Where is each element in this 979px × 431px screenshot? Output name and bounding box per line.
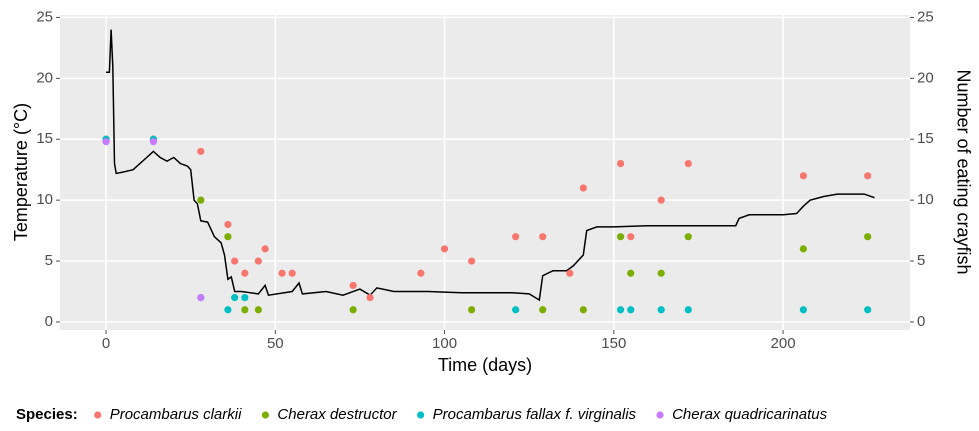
point bbox=[657, 196, 665, 204]
point bbox=[149, 138, 158, 146]
y2-tick-label: 10 bbox=[917, 191, 934, 208]
point bbox=[102, 138, 110, 146]
point bbox=[539, 233, 547, 241]
legend-title: Species: bbox=[16, 406, 78, 423]
y-tick-label: 10 bbox=[36, 191, 53, 208]
point bbox=[616, 233, 625, 241]
point bbox=[254, 306, 262, 314]
point bbox=[684, 233, 692, 241]
point bbox=[627, 306, 635, 314]
point bbox=[197, 293, 205, 302]
y2-axis-label: Number of eating crayfish bbox=[953, 69, 973, 274]
point bbox=[579, 306, 587, 314]
y-axis-label: Temperature (°C) bbox=[11, 103, 31, 241]
point bbox=[254, 257, 262, 265]
y-tick-label: 5 bbox=[45, 252, 53, 269]
point bbox=[349, 281, 357, 290]
y-tick-label: 25 bbox=[36, 8, 53, 25]
y2-tick-label: 25 bbox=[917, 8, 934, 25]
point bbox=[616, 306, 625, 314]
y2-tick-label: 5 bbox=[917, 252, 925, 269]
x-tick-label: 200 bbox=[771, 335, 796, 352]
plot-background bbox=[60, 15, 910, 330]
point bbox=[468, 306, 476, 314]
x-axis-label: Time (days) bbox=[438, 355, 532, 375]
point bbox=[684, 306, 692, 314]
legend-label: Procambarus fallax f. virginalis bbox=[433, 406, 637, 423]
legend-swatch bbox=[417, 411, 425, 419]
point bbox=[231, 293, 239, 302]
legend-label: Procambarus clarkii bbox=[110, 406, 242, 423]
point bbox=[579, 184, 587, 192]
point bbox=[864, 172, 872, 180]
y-tick-label: 15 bbox=[36, 130, 53, 147]
point bbox=[657, 306, 665, 314]
legend-swatch bbox=[261, 411, 270, 419]
point bbox=[440, 245, 449, 253]
legend-swatch bbox=[94, 411, 102, 419]
point bbox=[241, 293, 249, 302]
point bbox=[224, 220, 232, 229]
point bbox=[616, 160, 625, 168]
point bbox=[197, 196, 205, 204]
point bbox=[799, 306, 807, 314]
point bbox=[197, 147, 205, 156]
point bbox=[657, 269, 665, 277]
x-tick-label: 100 bbox=[432, 335, 457, 352]
point bbox=[627, 233, 635, 241]
point bbox=[512, 306, 520, 314]
point bbox=[566, 269, 574, 277]
point bbox=[684, 160, 692, 168]
point bbox=[288, 269, 296, 277]
y2-tick-label: 20 bbox=[917, 69, 934, 86]
point bbox=[417, 269, 425, 277]
x-tick-label: 0 bbox=[102, 335, 110, 352]
point bbox=[231, 257, 239, 265]
point bbox=[864, 233, 872, 241]
y2-tick-label: 15 bbox=[917, 130, 934, 147]
temperature-line bbox=[106, 29, 875, 302]
y2-tick-label: 0 bbox=[917, 313, 925, 330]
point bbox=[241, 269, 249, 277]
point bbox=[799, 245, 807, 253]
point bbox=[864, 306, 872, 314]
legend-label: Cherax destructor bbox=[277, 406, 397, 423]
point bbox=[224, 233, 232, 241]
point bbox=[241, 306, 249, 314]
point bbox=[539, 306, 547, 314]
point bbox=[627, 269, 635, 277]
point bbox=[512, 233, 520, 241]
point bbox=[224, 306, 232, 314]
y-tick-label: 20 bbox=[36, 69, 53, 86]
legend-swatch bbox=[656, 411, 664, 419]
point bbox=[468, 257, 476, 265]
point bbox=[799, 172, 807, 180]
point bbox=[349, 306, 357, 314]
x-tick-label: 150 bbox=[601, 335, 626, 352]
y-tick-label: 0 bbox=[45, 313, 53, 330]
point bbox=[278, 269, 286, 277]
point bbox=[261, 245, 269, 253]
point bbox=[366, 293, 374, 302]
x-tick-label: 50 bbox=[267, 335, 284, 352]
legend-label: Cherax quadricarinatus bbox=[672, 406, 828, 423]
